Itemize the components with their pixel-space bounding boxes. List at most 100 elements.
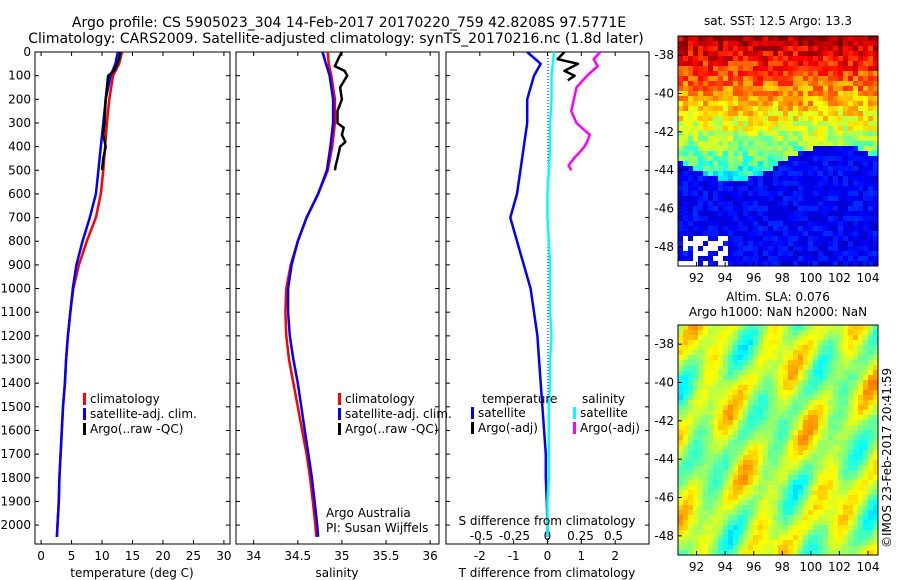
map-cell — [703, 206, 709, 212]
map-cell — [833, 485, 839, 491]
map-cell — [793, 405, 799, 411]
map-cell — [828, 151, 834, 157]
map-cell — [863, 126, 869, 132]
map-cell — [718, 66, 724, 72]
map-cell — [703, 345, 709, 351]
map-cell — [808, 490, 814, 496]
map-cell — [738, 101, 744, 107]
map-cell — [718, 400, 724, 406]
map-cell — [853, 76, 859, 82]
map-cell — [773, 450, 779, 456]
map-cell — [828, 86, 834, 92]
map-cell — [813, 405, 819, 411]
map-cell — [753, 206, 759, 212]
map-cell — [803, 226, 809, 232]
map-cell — [853, 380, 859, 386]
map-cell — [843, 76, 849, 82]
map-cell — [683, 216, 689, 222]
temperature-legend-heading: temperature — [482, 392, 557, 406]
map-cell — [708, 545, 714, 551]
map-cell — [763, 201, 769, 207]
map-cell — [843, 400, 849, 406]
map-cell — [863, 201, 869, 207]
map-cell — [793, 350, 799, 356]
map-cell — [688, 370, 694, 376]
map-cell — [858, 335, 864, 341]
map-cell — [838, 91, 844, 97]
map-cell — [843, 126, 849, 132]
map-cell — [783, 455, 789, 461]
map-cell — [723, 475, 729, 481]
map-cell — [688, 101, 694, 107]
map-cell — [688, 365, 694, 371]
map-cell — [718, 181, 724, 187]
map-cell — [818, 550, 824, 556]
map-cell — [808, 196, 814, 202]
map-cell — [728, 550, 734, 556]
map-cell — [698, 56, 704, 62]
map-cell — [798, 525, 804, 531]
map-cell — [848, 81, 854, 87]
map-cell — [733, 256, 739, 262]
map-cell — [863, 440, 869, 446]
map-cell — [718, 186, 724, 192]
map-cell — [728, 241, 734, 247]
map-cell — [713, 410, 719, 416]
map-cell — [828, 256, 834, 262]
map-cell — [708, 46, 714, 52]
map-cell — [763, 500, 769, 506]
map-cell — [823, 530, 829, 536]
map-cell — [813, 485, 819, 491]
map-cell — [703, 380, 709, 386]
map-cell — [873, 251, 879, 257]
map-cell — [793, 500, 799, 506]
map-cell — [733, 166, 739, 172]
map-cell — [788, 51, 794, 57]
map-cell — [858, 385, 864, 391]
map-cell — [728, 485, 734, 491]
map-cell — [703, 410, 709, 416]
map-cell — [848, 96, 854, 102]
map-cell — [858, 495, 864, 501]
map-cell — [693, 420, 699, 426]
map-cell — [833, 186, 839, 192]
map-cell — [728, 390, 734, 396]
map-cell — [798, 71, 804, 77]
map-cell — [873, 201, 879, 207]
map-cell — [728, 186, 734, 192]
map-cell — [823, 76, 829, 82]
map-cell — [868, 445, 874, 451]
map-cell — [693, 191, 699, 197]
map-cell — [798, 460, 804, 466]
map-cell — [828, 71, 834, 77]
map-cell — [838, 61, 844, 67]
map-cell — [733, 510, 739, 516]
map-cell — [768, 380, 774, 386]
map-cell — [758, 71, 764, 77]
map-cell — [768, 535, 774, 541]
map-cell — [768, 495, 774, 501]
map-cell — [713, 330, 719, 336]
map-cell — [708, 420, 714, 426]
map-cell — [818, 66, 824, 72]
map-cell — [678, 96, 684, 102]
map-cell — [858, 410, 864, 416]
map-cell — [813, 131, 819, 137]
map-cell — [873, 355, 879, 361]
map-cell — [788, 146, 794, 152]
map-cell — [753, 420, 759, 426]
map-cell — [718, 535, 724, 541]
map-cell — [858, 345, 864, 351]
map-cell — [758, 146, 764, 152]
map-cell — [823, 465, 829, 471]
map-cell — [813, 495, 819, 501]
map-cell — [773, 126, 779, 132]
map-cell — [818, 510, 824, 516]
map-cell — [818, 545, 824, 551]
map-cell — [708, 231, 714, 237]
map-cell — [723, 111, 729, 117]
map-cell — [818, 216, 824, 222]
map-cell — [788, 206, 794, 212]
map-cell — [728, 335, 734, 341]
map-cell — [838, 480, 844, 486]
